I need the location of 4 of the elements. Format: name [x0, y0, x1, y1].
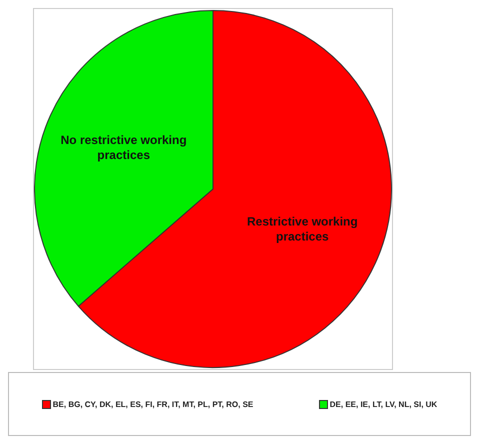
slice-label: Restrictive working practices [247, 214, 358, 244]
text: BE, BG, CY, DK, EL, ES, FI, FR, IT, MT, PL, PT, RO, SE [52, 400, 254, 408]
text: DE, EE, IE, LT, LV, NL, SI, UK [330, 400, 438, 408]
slice-label: No restrictive working practices [60, 133, 187, 162]
